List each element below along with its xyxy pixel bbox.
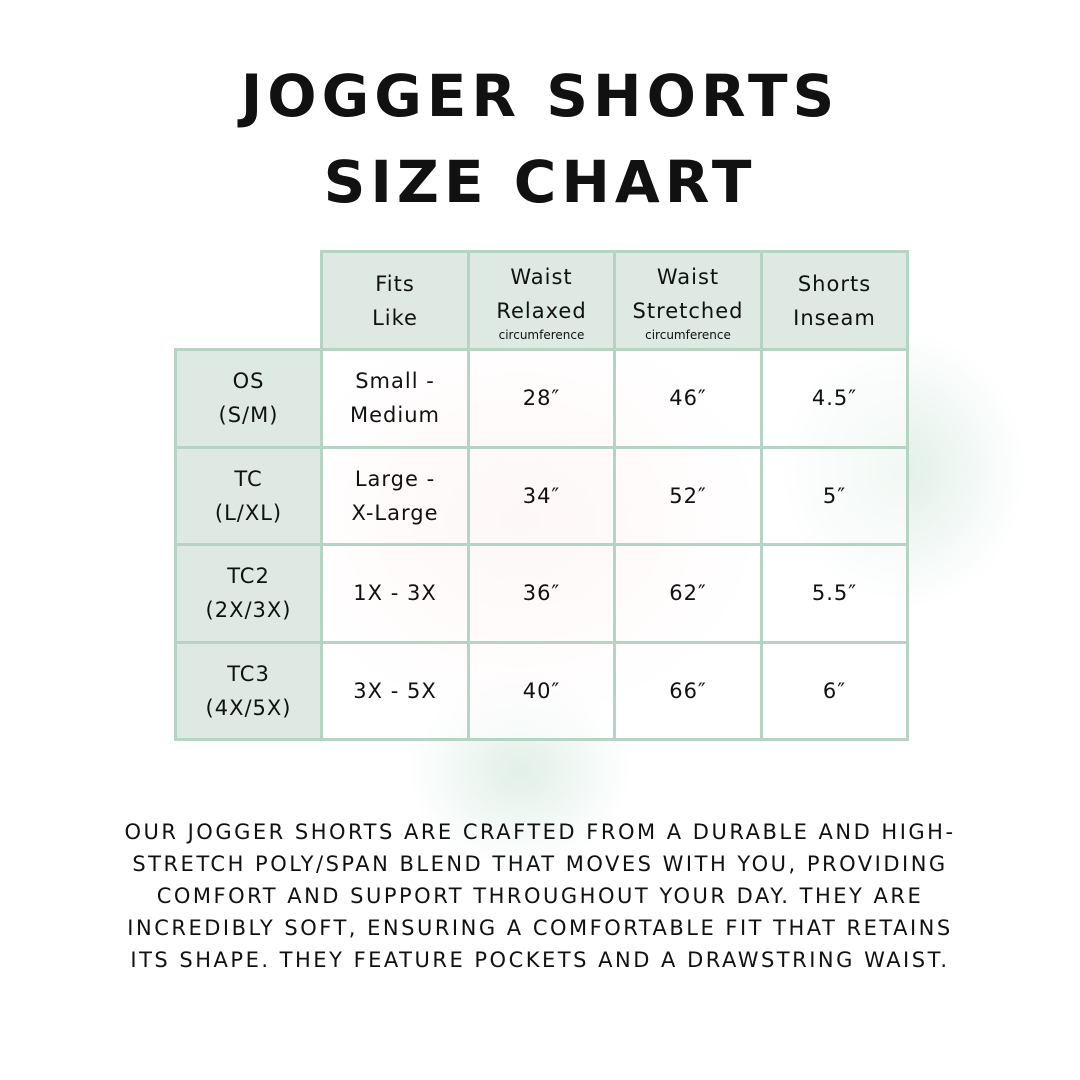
fits-text: Large - (354, 466, 436, 491)
size-cell: OS (S/M) (174, 348, 323, 449)
header-cell: Shorts Inseam (760, 250, 909, 351)
size-text: (2X/3X) (205, 598, 292, 623)
value-text: 46″ (669, 386, 707, 411)
fits-text: 3X - 5X (353, 678, 437, 703)
size-text: TC (234, 466, 263, 491)
size-text: (L/XL) (214, 500, 283, 525)
description-line: COMFORT AND SUPPORT THROUGHOUT YOUR DAY.… (156, 884, 924, 908)
header-cell: Waist Relaxed circumference (467, 250, 616, 351)
size-text: (S/M) (218, 403, 279, 428)
size-text: TC2 (227, 564, 270, 589)
value-cell: 36″ (467, 543, 616, 644)
value-cell: 40″ (467, 640, 616, 741)
value-cell: 5″ (760, 445, 909, 546)
value-text: 66″ (669, 678, 707, 703)
value-cell: 62″ (613, 543, 763, 644)
fits-cell: Large - X-Large (320, 445, 470, 546)
description-line: ITS SHAPE. THEY FEATURE POCKETS AND A DR… (130, 948, 950, 972)
header-cell: Waist Stretched circumference (613, 250, 763, 351)
size-text: TC3 (227, 661, 270, 686)
value-text: 34″ (522, 483, 561, 508)
header-text: Stretched (632, 298, 744, 323)
header-note: circumference (645, 327, 731, 342)
size-text: (4X/5X) (205, 695, 292, 720)
value-text: 36″ (522, 581, 561, 606)
value-cell: 52″ (613, 445, 763, 546)
value-text: 6″ (822, 678, 847, 703)
header-text: Relaxed (496, 298, 587, 323)
description-line: STRETCH POLY/SPAN BLEND THAT MOVES WITH … (132, 852, 948, 876)
value-cell: 66″ (613, 640, 763, 741)
value-text: 62″ (669, 581, 707, 606)
header-text: Waist (656, 264, 720, 289)
header-text: Shorts (797, 271, 872, 296)
header-text: Fits (375, 271, 415, 296)
title-line: SIZE CHART (323, 148, 757, 216)
value-text: 5″ (822, 483, 847, 508)
fits-cell: 1X - 3X (320, 543, 470, 644)
value-text: 40″ (522, 678, 561, 703)
fits-cell: Small - Medium (320, 348, 470, 449)
header-note: circumference (498, 327, 585, 342)
size-cell: TC (L/XL) (174, 445, 323, 546)
value-cell: 4.5″ (760, 348, 909, 449)
header-text: Inseam (793, 305, 876, 330)
fits-text: 1X - 3X (353, 581, 437, 606)
description-line: INCREDIBLY SOFT, ENSURING A COMFORTABLE … (127, 916, 953, 940)
header-text: Like (372, 305, 418, 330)
size-cell: TC3 (4X/5X) (174, 640, 323, 741)
size-cell: TC2 (2X/3X) (174, 543, 323, 644)
value-cell: 46″ (613, 348, 763, 449)
fits-text: Medium (350, 403, 440, 428)
value-text: 28″ (522, 386, 561, 411)
value-text: 4.5″ (811, 386, 858, 411)
header-text: Waist (510, 264, 573, 289)
value-cell: 6″ (760, 640, 909, 741)
description-line: OUR JOGGER SHORTS ARE CRAFTED FROM A DUR… (124, 820, 956, 844)
value-cell: 34″ (467, 445, 616, 546)
value-text: 52″ (669, 483, 707, 508)
header-cell: Fits Like (320, 250, 470, 351)
value-cell: 5.5″ (760, 543, 909, 644)
size-text: OS (232, 369, 265, 394)
fits-text: Small - (355, 369, 435, 394)
fits-text: X-Large (351, 500, 439, 525)
fits-cell: 3X - 5X (320, 640, 470, 741)
title-line: JOGGER SHORTS (240, 62, 840, 130)
value-cell: 28″ (467, 348, 616, 449)
value-text: 5.5″ (811, 581, 858, 606)
